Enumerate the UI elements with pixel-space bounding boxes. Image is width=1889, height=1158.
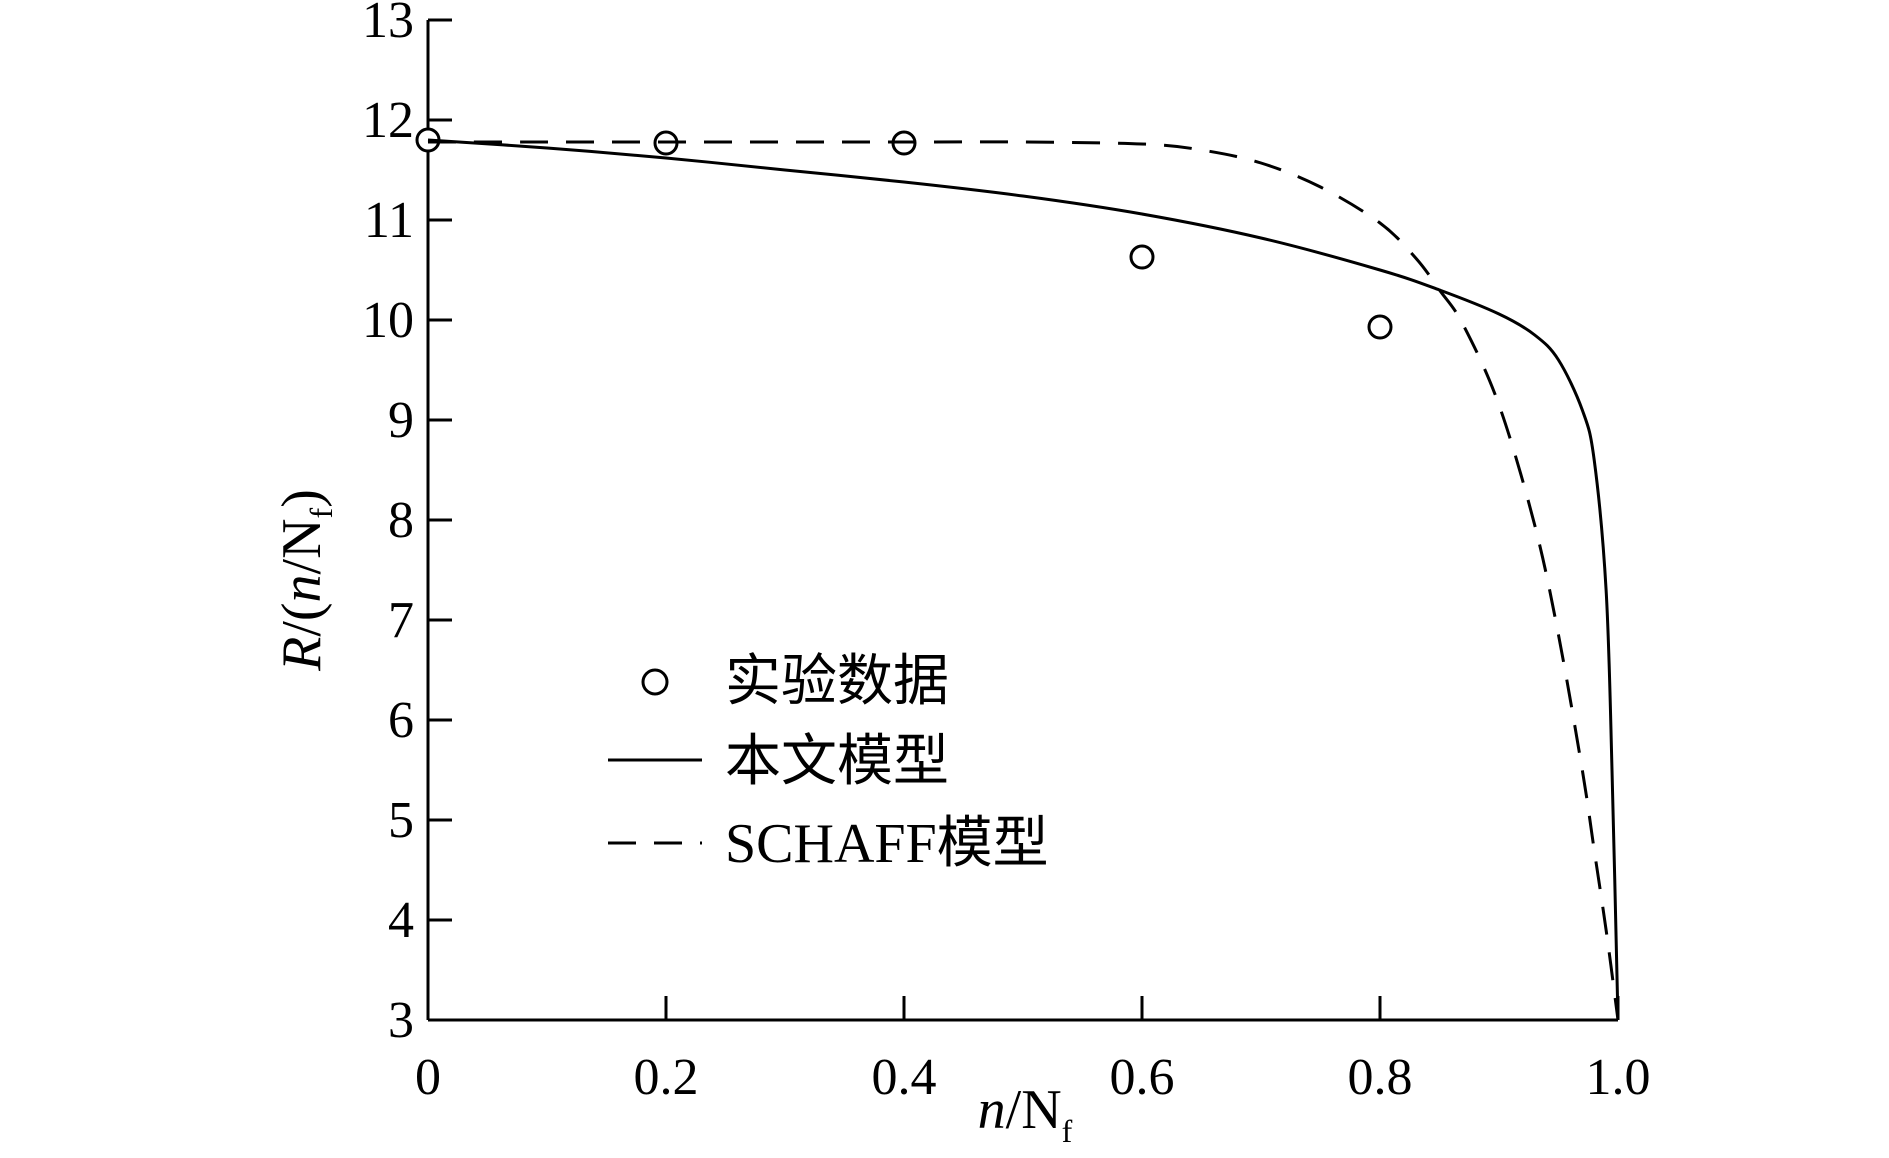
y-axis-title: R/(n/Nf) bbox=[271, 489, 339, 672]
y-axis-title-close: ) bbox=[271, 489, 333, 508]
y-tick-label: 7 bbox=[388, 592, 414, 649]
legend-label-schaff: SCHAFF模型 bbox=[725, 813, 1049, 875]
y-axis-title-r: R bbox=[271, 637, 333, 672]
x-axis-title: n/Nf bbox=[978, 1079, 1073, 1149]
legend-label-model: 本文模型 bbox=[725, 731, 949, 793]
data-point bbox=[1129, 244, 1155, 270]
y-tick-label: 13 bbox=[362, 0, 414, 49]
data-point bbox=[1367, 314, 1393, 340]
y-tick-label: 10 bbox=[362, 292, 414, 349]
x-ticks: 0 0.2 0.4 0.6 0.8 1.0 bbox=[415, 996, 1651, 1106]
x-tick-label: 1.0 bbox=[1586, 1049, 1651, 1106]
x-tick-label: 0 bbox=[415, 1049, 441, 1106]
legend-label-experimental: 实验数据 bbox=[725, 651, 949, 713]
series-line-schaff bbox=[428, 140, 1620, 1021]
y-tick-label: 4 bbox=[388, 892, 414, 949]
x-tick-label: 0.6 bbox=[1110, 1049, 1175, 1106]
y-axis-title-sub: f bbox=[303, 507, 339, 518]
x-tick-label: 0.2 bbox=[634, 1049, 699, 1106]
series-layer bbox=[415, 127, 1620, 1021]
y-tick-label: 11 bbox=[364, 192, 414, 249]
x-axis-title-n: n bbox=[978, 1079, 1006, 1141]
y-ticks: 3 4 5 6 7 8 9 10 11 12 13 bbox=[362, 0, 452, 1049]
series-line-model bbox=[427, 138, 1620, 1021]
y-tick-label: 9 bbox=[388, 392, 414, 449]
x-axis-title-nf: /N bbox=[1006, 1079, 1062, 1141]
y-axis-title-open: /( bbox=[271, 602, 333, 636]
y-tick-label: 12 bbox=[362, 92, 414, 149]
y-tick-label: 3 bbox=[388, 992, 414, 1049]
x-tick-label: 0.4 bbox=[872, 1049, 937, 1106]
y-tick-label: 8 bbox=[388, 492, 414, 549]
x-axis-title-sub: f bbox=[1062, 1113, 1073, 1149]
legend-marker-experimental bbox=[641, 668, 669, 696]
y-axis-title-nf: /N bbox=[271, 518, 333, 574]
y-tick-label: 6 bbox=[388, 692, 414, 749]
y-axis-title-n: n bbox=[271, 574, 333, 602]
y-tick-label: 5 bbox=[388, 792, 414, 849]
x-tick-label: 0.8 bbox=[1348, 1049, 1413, 1106]
legend: 实验数据 本文模型 SCHAFF模型 bbox=[608, 651, 1049, 875]
